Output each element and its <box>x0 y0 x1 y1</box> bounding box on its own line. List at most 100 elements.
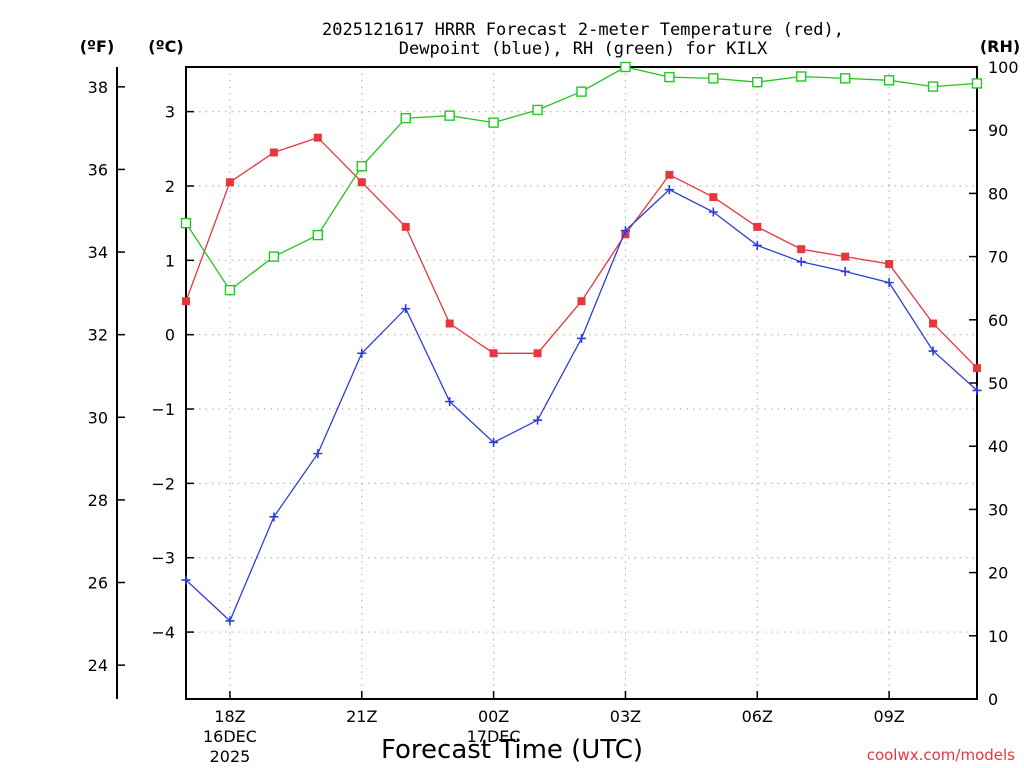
chart-title-line2: Dewpoint (blue), RH (green) for KILX <box>399 39 768 59</box>
celsius-tick-label: 2 <box>165 177 175 196</box>
dewpoint-line <box>185 188 978 623</box>
rh-point <box>224 284 236 296</box>
dewpoint-point <box>533 415 543 425</box>
temperature-point <box>225 178 234 187</box>
rh-tick-label: 40 <box>988 437 1008 456</box>
temperature-point <box>357 178 366 187</box>
plot-frame <box>185 66 978 700</box>
dewpoint-point <box>664 185 674 195</box>
rh-unit-label: (RH) <box>980 37 1020 56</box>
dewpoint-point <box>313 449 323 459</box>
celsius-tick-label: 1 <box>165 251 175 270</box>
chart-title-line1: 2025121617 HRRR Forecast 2-meter Tempera… <box>322 20 844 40</box>
dewpoint-point <box>445 397 455 407</box>
rh-point <box>971 78 983 89</box>
x-tick-label: 00Z <box>478 707 509 726</box>
series <box>180 61 983 626</box>
temperature-point <box>269 148 278 157</box>
dewpoint-point <box>972 385 982 395</box>
temperature-point <box>665 170 674 179</box>
temperature-point <box>445 319 454 328</box>
temperature-point <box>709 193 718 202</box>
rh-point <box>488 117 499 128</box>
fahrenheit-tick-label: 34 <box>88 243 108 262</box>
fahrenheit-tick-label: 26 <box>88 574 108 593</box>
rh-tick-label: 20 <box>988 564 1008 583</box>
rh-tick-label: 70 <box>988 248 1008 267</box>
x-tick-label: 06Z <box>742 707 773 726</box>
celsius-tick-label: 3 <box>165 103 175 122</box>
fahrenheit-tick-label: 28 <box>88 491 108 510</box>
temperature-point <box>182 297 190 306</box>
rh-tick-label: 90 <box>988 121 1008 140</box>
gridlines <box>186 67 977 699</box>
rh-tick-label: 0 <box>988 690 998 709</box>
rh-point <box>664 71 675 83</box>
fahrenheit-tick-label: 30 <box>88 408 108 427</box>
rh-tick-label: 50 <box>988 374 1008 393</box>
temperature-point <box>841 252 850 261</box>
fahrenheit-unit-label: (ºF) <box>80 37 115 56</box>
temperature-point <box>489 349 498 358</box>
rh-tick-label: 30 <box>988 500 1008 519</box>
celsius-unit-label: (ºC) <box>148 37 183 56</box>
temperature-line <box>185 136 978 369</box>
rh-point <box>532 104 543 116</box>
dewpoint-point <box>708 207 718 217</box>
x-axis-label: Forecast Time (UTC) <box>381 735 643 765</box>
x-tick-label: 21Z <box>346 707 377 726</box>
rh-point <box>752 76 763 88</box>
temperature-point <box>753 222 762 231</box>
dewpoint-point <box>796 257 806 267</box>
dewpoint-point <box>225 616 235 626</box>
rh-point <box>927 81 939 92</box>
fahrenheit-tick-label: 32 <box>88 326 108 345</box>
rh-tick-label: 60 <box>988 311 1008 330</box>
x-tick-date-label: 16DEC <box>203 727 257 746</box>
x-tick-label: 18Z <box>214 707 245 726</box>
celsius-tick-label: −2 <box>151 474 175 493</box>
rh-point <box>796 71 807 82</box>
dewpoint-point <box>620 226 630 236</box>
dewpoint-point <box>401 304 411 314</box>
rh-tick-label: 80 <box>988 184 1008 203</box>
rh-point <box>312 229 324 241</box>
rh-point <box>576 86 587 97</box>
temperature-point <box>973 364 981 373</box>
rh-point <box>839 73 851 84</box>
temperature-point <box>577 297 586 306</box>
rh-line <box>185 66 978 292</box>
celsius-tick-label: −4 <box>151 623 175 642</box>
x-tick-label: 09Z <box>873 707 904 726</box>
dewpoint-point <box>269 512 279 522</box>
dewpoint-point <box>928 346 938 356</box>
rh-point <box>268 251 280 262</box>
rh-point <box>883 75 895 86</box>
temperature-point <box>885 260 894 269</box>
dewpoint-point <box>752 240 762 250</box>
rh-point <box>180 217 192 229</box>
credit-text: coolwx.com/models <box>867 746 1015 764</box>
rh-point <box>620 61 631 73</box>
temperature-point <box>401 222 410 231</box>
dewpoint-point <box>884 278 894 288</box>
temperature-point <box>929 319 938 328</box>
temperature-point <box>533 349 542 358</box>
rh-tick-label: 100 <box>988 58 1019 77</box>
dewpoint-point <box>577 333 586 343</box>
rh-point <box>708 73 719 84</box>
rh-point <box>400 112 411 124</box>
dewpoint-point <box>181 575 191 585</box>
fahrenheit-tick-label: 24 <box>88 656 108 675</box>
temperature-point <box>313 133 322 142</box>
x-tick-year-label: 2025 <box>210 747 251 766</box>
temperature-point <box>797 245 806 254</box>
dewpoint-point <box>840 266 850 276</box>
rh-point <box>444 110 455 121</box>
dewpoint-point <box>489 437 499 447</box>
celsius-tick-label: −3 <box>151 549 175 568</box>
celsius-tick-label: −1 <box>151 400 175 419</box>
x-tick-label: 03Z <box>610 707 641 726</box>
rh-point <box>356 161 367 172</box>
